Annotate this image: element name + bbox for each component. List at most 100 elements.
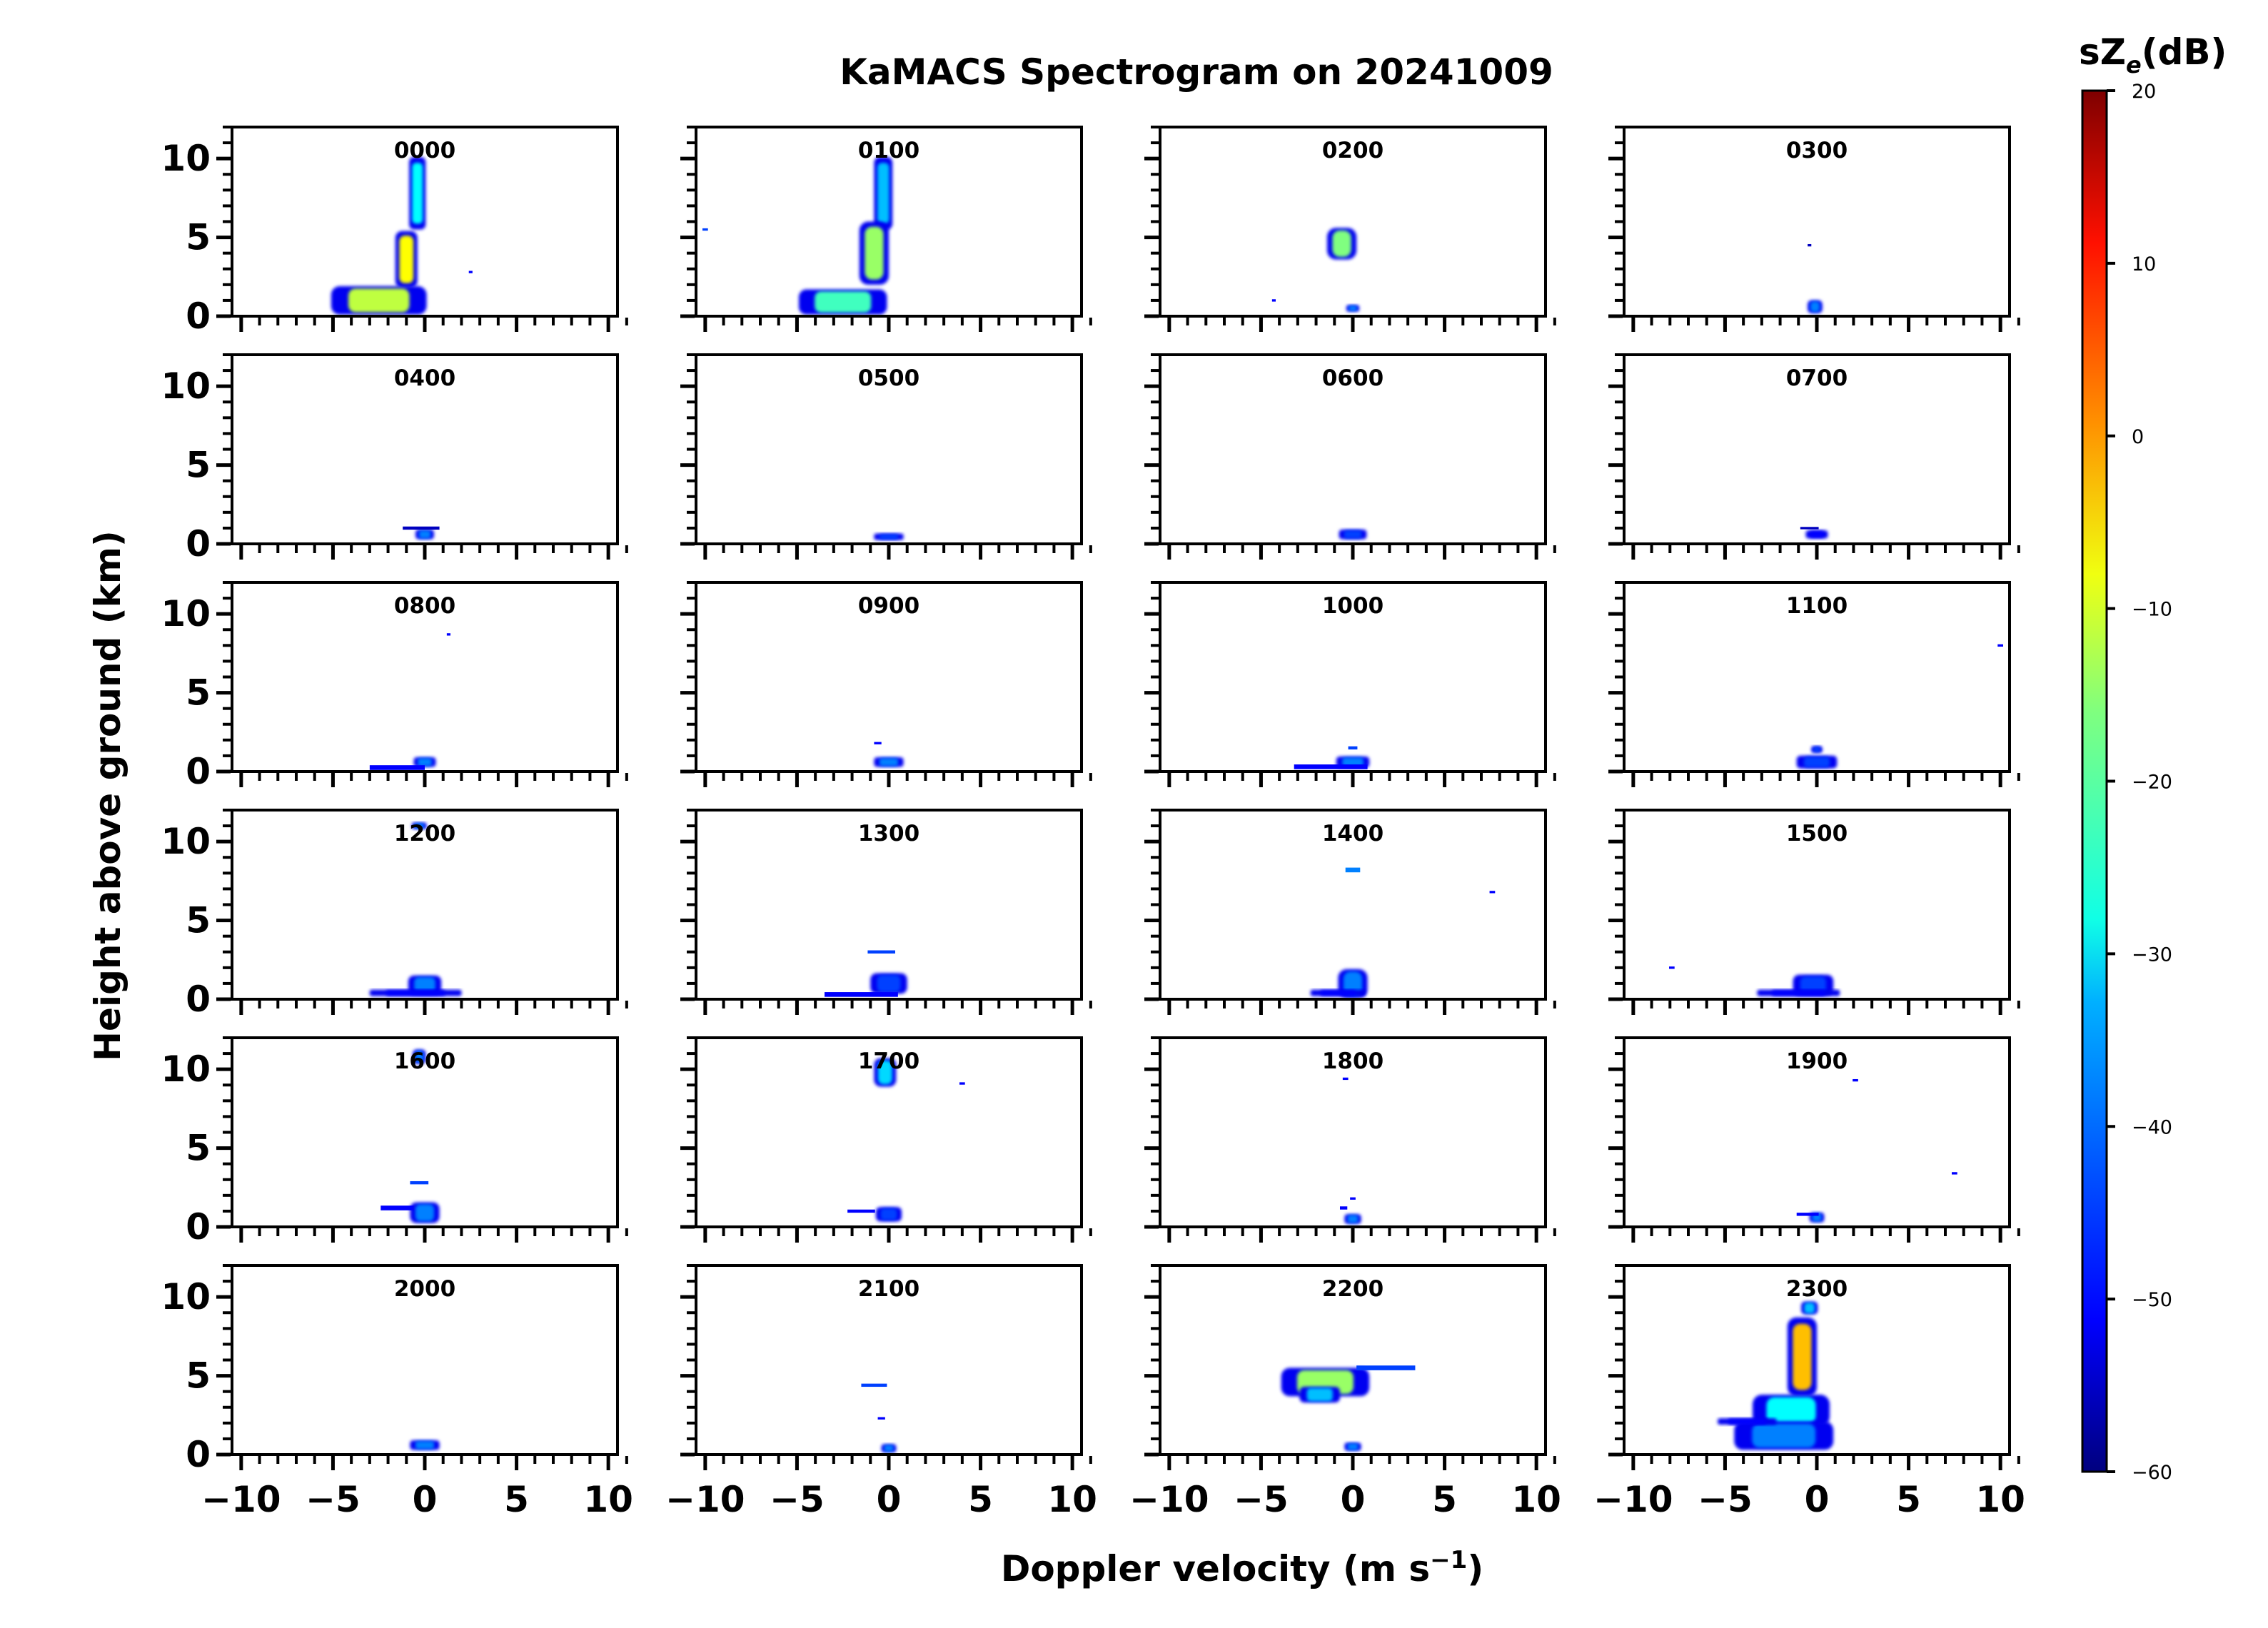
x-tick-label: 10 [1047, 1479, 1097, 1520]
panel-frame [1159, 1264, 1547, 1456]
y-tick-label: 10 [161, 138, 211, 179]
panel-background [232, 355, 618, 544]
panel-background [1160, 582, 1546, 772]
x-tick-label: 10 [1511, 1479, 1561, 1520]
echo-core [1728, 1418, 1766, 1425]
panel-frame [695, 1264, 1083, 1456]
echo-point [1997, 644, 2003, 647]
echo-core [1342, 757, 1364, 767]
panel-frame [1159, 1036, 1547, 1228]
x-tick-label: 0 [1341, 1479, 1366, 1520]
panel-frame [695, 809, 1083, 1001]
panel-0900: 0900 [680, 581, 1092, 787]
x-tick-label: −5 [770, 1479, 825, 1520]
y-tick-label: 0 [186, 523, 211, 565]
panel-time-label: 0200 [1322, 138, 1384, 163]
panel-time-label: 1200 [394, 821, 455, 846]
colorbar-gradient [2081, 89, 2108, 1473]
y-axis-label: Height above ground (km) [87, 530, 128, 1061]
panel-0100: 0100 [680, 126, 1092, 332]
echo-core [415, 1441, 435, 1450]
panel-2300: 2300 −10 −5 0 5 10 [1593, 1264, 2025, 1520]
panel-time-label: 1900 [1786, 1048, 1848, 1074]
echo-core [418, 530, 431, 539]
panel-time-label: 1100 [1786, 593, 1848, 619]
panel-0400: 0400 0 5 10 [161, 353, 628, 565]
panel-time-label: 0600 [1322, 365, 1384, 391]
echo-core [877, 974, 901, 992]
echo-core [1793, 1323, 1812, 1390]
panel-background [696, 582, 1082, 772]
y-tick-label: 10 [161, 1048, 211, 1090]
figure-title: KaMACS Spectrogram on 20241009 [840, 51, 1553, 93]
echo-core [1306, 1387, 1333, 1402]
x-tick-label: 5 [504, 1479, 529, 1520]
echo-point [380, 1205, 414, 1210]
x-tick-label: −10 [665, 1479, 745, 1520]
echo-core [1347, 1215, 1359, 1223]
echo-point [369, 765, 425, 770]
panel-time-label: 1800 [1322, 1048, 1384, 1074]
x-tick-label: −5 [306, 1479, 361, 1520]
panel-time-label: 2200 [1322, 1276, 1384, 1302]
echo-core [415, 1051, 424, 1063]
x-axis-label-main: Doppler velocity (m s [1001, 1548, 1430, 1589]
echo-core [414, 976, 435, 994]
panel-background [696, 810, 1082, 999]
echo-core [880, 1208, 897, 1220]
panel-background [1624, 1038, 2010, 1227]
y-tick-label: 5 [186, 217, 211, 258]
panel-0600: 0600 [1144, 353, 1556, 560]
panel-background [1160, 355, 1546, 544]
echo-point [1808, 243, 1812, 247]
panel-background [1160, 127, 1546, 316]
x-tick-label: −10 [1593, 1479, 1673, 1520]
panel-0300: 0300 [1608, 126, 2020, 332]
x-axis-label-exponent: −1 [1430, 1546, 1467, 1574]
panel-1500: 1500 [1608, 809, 2020, 1015]
colorbar-tick-label: −30 [2132, 944, 2172, 966]
panel-1700: 1700 [680, 1036, 1092, 1243]
echo-point [825, 992, 898, 997]
y-tick-label: 5 [186, 1128, 211, 1169]
panel-1100: 1100 [1608, 581, 2020, 787]
echo-core [1320, 990, 1356, 996]
x-tick-label: −10 [1129, 1479, 1209, 1520]
y-tick-label: 5 [186, 445, 211, 486]
panel-time-label: 1700 [858, 1048, 919, 1074]
panel-1900: 1900 [1608, 1036, 2020, 1243]
panel-time-label: 2100 [858, 1276, 919, 1302]
panel-2200: 2200 −10 −5 0 5 10 [1129, 1264, 1561, 1520]
panel-1800: 1800 [1144, 1036, 1556, 1243]
panel-time-label: 0700 [1786, 365, 1848, 391]
panel-background [1160, 1038, 1546, 1227]
echo-core [879, 758, 899, 767]
panel-background [232, 810, 618, 999]
panel-1600: 1600 0 5 10 [161, 1036, 628, 1248]
echo-point [1796, 1213, 1819, 1216]
panel-1200: 1200 0 5 10 [161, 809, 628, 1020]
echo-point [1340, 1206, 1348, 1210]
panel-1400: 1400 [1144, 809, 1556, 1015]
panel-time-label: 0300 [1786, 138, 1848, 163]
panel-time-label: 0800 [394, 593, 455, 619]
echo-point [877, 1417, 885, 1420]
echo-point [446, 633, 450, 636]
panel-0800: 0800 0 5 10 [161, 581, 628, 792]
echo-core [1772, 990, 1825, 996]
colorbar-label: sZe(dB) [2079, 31, 2227, 79]
echo-core [877, 1060, 892, 1085]
panel-frame [1623, 809, 2011, 1001]
panel-time-label: 0500 [858, 365, 919, 391]
panel-frame [231, 1264, 619, 1456]
panel-frame [1623, 1036, 2011, 1228]
echo-core [348, 288, 410, 313]
panel-0200: 0200 [1144, 126, 1556, 332]
panel-frame [231, 1036, 619, 1228]
echo-point [1294, 764, 1368, 769]
echo-point [1952, 1172, 1957, 1175]
panel-frame [1623, 1264, 2011, 1456]
panel-time-label: 1500 [1786, 821, 1848, 846]
panel-frame [231, 353, 619, 545]
